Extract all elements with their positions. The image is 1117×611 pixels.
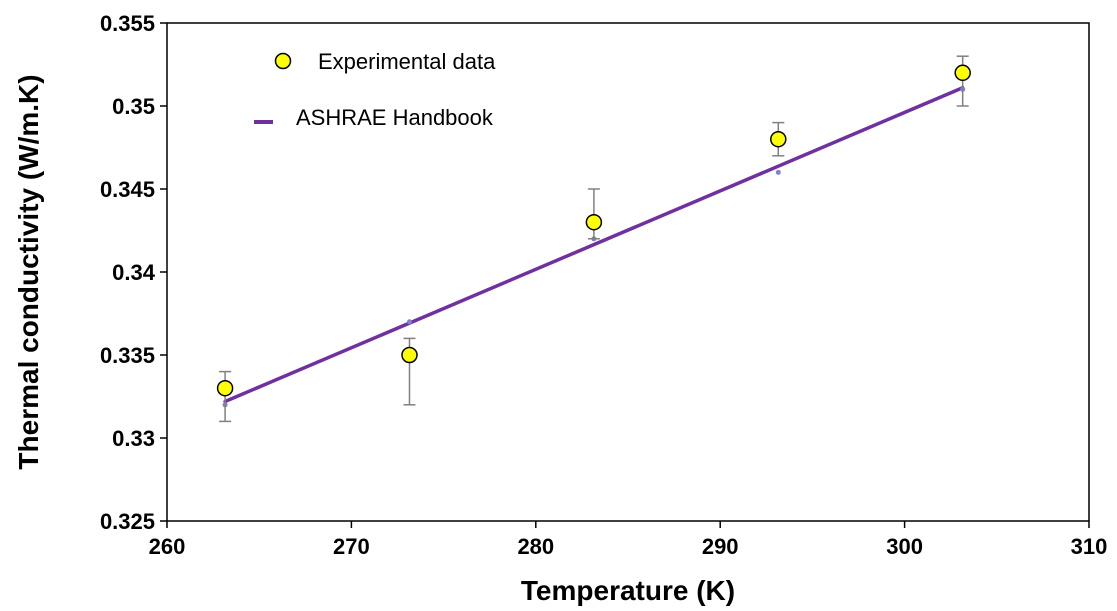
legend-marker-experimental	[274, 52, 292, 70]
y-tick-label: 0.34	[112, 260, 156, 285]
experimental-data-point	[216, 379, 234, 397]
line-series-layer	[222, 85, 966, 408]
x-tick-label: 300	[886, 534, 923, 559]
x-tick-label: 290	[702, 534, 739, 559]
legend-label-ashrae: ASHRAE Handbook	[296, 105, 494, 130]
legend-label-experimental: Experimental data	[318, 49, 496, 74]
plot-area-frame	[166, 22, 1090, 522]
experimental-data-point	[401, 346, 418, 364]
y-tick-label: 0.355	[100, 11, 155, 36]
y-tick-label: 0.33	[112, 426, 155, 451]
ashrae-data-point	[406, 319, 412, 325]
x-axis-ticks: 260 270 280 290 300 310	[149, 521, 1108, 559]
experimental-data-point	[585, 213, 603, 231]
x-tick-label: 280	[517, 534, 554, 559]
y-tick-label: 0.345	[100, 177, 155, 202]
y-axis-ticks: 0.325 0.33 0.335 0.34 0.345 0.35 0.355	[100, 11, 167, 534]
experimental-data-point	[954, 64, 971, 82]
ashrae-fit-line	[223, 85, 965, 404]
x-axis-title: Temperature (K)	[521, 575, 735, 606]
y-tick-label: 0.335	[100, 343, 155, 368]
ashrae-data-point	[775, 169, 781, 175]
x-tick-label: 270	[333, 534, 370, 559]
y-axis-title: Thermal conductivity (W/m.K)	[13, 74, 44, 469]
points-layer	[216, 64, 971, 397]
x-tick-label: 260	[149, 534, 186, 559]
y-tick-label: 0.325	[100, 509, 155, 534]
y-tick-label: 0.35	[112, 94, 155, 119]
experimental-data-point	[770, 130, 787, 148]
legend: Experimental data ASHRAE Handbook	[254, 49, 496, 130]
x-tick-label: 310	[1071, 534, 1108, 559]
